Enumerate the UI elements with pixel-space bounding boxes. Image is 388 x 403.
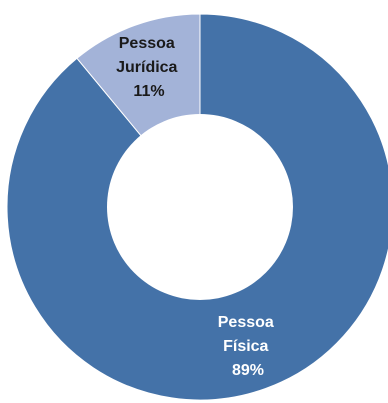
slice-label-pessoa-juridica: Pessoa Jurídica 11% [116, 35, 182, 100]
slice-label-pessoa-fisica: Pessoa Física 89% [218, 314, 279, 379]
slice-value-pessoa-fisica: 89% [232, 362, 264, 379]
slice-label-pessoa-juridica-line1: Pessoa [119, 35, 175, 52]
slice-label-pessoa-juridica-line2: Jurídica [116, 59, 177, 76]
slice-value-pessoa-juridica: 11% [133, 83, 164, 100]
donut-hole [107, 114, 293, 300]
slice-label-pessoa-fisica-line2: Física [223, 338, 268, 355]
slice-label-pessoa-fisica-line1: Pessoa [218, 314, 274, 331]
